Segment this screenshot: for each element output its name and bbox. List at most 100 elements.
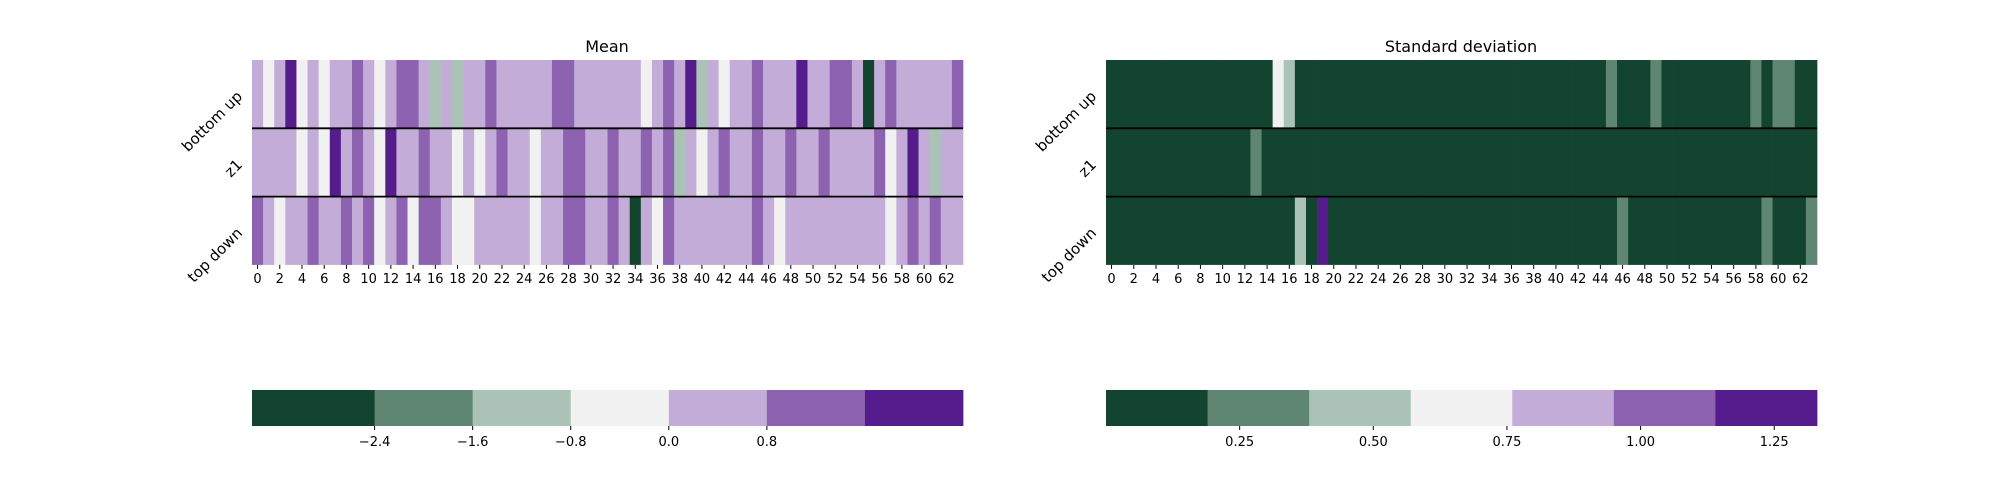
- mean-cell-r2-c24: [518, 196, 531, 265]
- mean-cell-r1-c24: [518, 128, 531, 197]
- std-cell-r2-c29: [1428, 196, 1440, 265]
- mean-cell-r1-c25: [529, 128, 542, 197]
- mean-cell-r2-c1: [263, 196, 275, 265]
- mean-x-tick-label-27: 54: [849, 272, 866, 287]
- std-cell-r1-c55: [1717, 128, 1729, 197]
- std-cell-r2-c63: [1805, 196, 1818, 265]
- std-cell-r0-c17: [1294, 60, 1307, 129]
- mean-cell-r2-c20: [474, 196, 486, 265]
- mean-cell-r0-c38: [674, 60, 686, 129]
- mean-cell-r2-c47: [774, 196, 786, 265]
- std-cell-r2-c15: [1272, 196, 1285, 265]
- mean-cell-r1-c10: [363, 128, 375, 197]
- mean-cell-r0-c22: [496, 60, 508, 129]
- mean-cell-r1-c61: [929, 128, 942, 197]
- mean-cell-r0-c26: [540, 60, 553, 129]
- std-cell-r2-c5: [1161, 196, 1174, 265]
- mean-cell-r0-c31: [596, 60, 608, 129]
- std-colorbar-segment-5: [1613, 390, 1716, 426]
- mean-cell-r0-c13: [396, 60, 408, 129]
- std-cell-r0-c8: [1194, 60, 1207, 129]
- mean-cell-r1-c46: [763, 128, 775, 197]
- std-cell-r2-c39: [1539, 196, 1551, 265]
- std-cell-r0-c1: [1117, 60, 1129, 129]
- std-cell-r0-c56: [1728, 60, 1740, 129]
- mean-cell-r1-c34: [629, 128, 642, 197]
- std-x-tick-label-18: 36: [1503, 272, 1520, 287]
- std-cell-r0-c9: [1205, 60, 1218, 129]
- std-cell-r2-c27: [1405, 196, 1418, 265]
- std-cell-r1-c18: [1305, 128, 1318, 197]
- std-cell-r0-c51: [1672, 60, 1685, 129]
- mean-cell-r1-c9: [351, 128, 364, 197]
- mean-cell-r0-c37: [663, 60, 675, 129]
- std-x-tick-label-21: 42: [1570, 272, 1587, 287]
- mean-cell-r0-c44: [740, 60, 753, 129]
- std-cell-r1-c10: [1217, 128, 1229, 197]
- std-cell-r2-c7: [1183, 196, 1196, 265]
- std-cell-r1-c16: [1283, 128, 1296, 197]
- mean-cell-r2-c55: [863, 196, 875, 265]
- mean-colorbar-segment-0: [252, 390, 375, 426]
- std-cell-r2-c9: [1205, 196, 1218, 265]
- mean-cell-r0-c54: [851, 60, 864, 129]
- std-colorbar-segment-4: [1512, 390, 1615, 426]
- std-x-tick-label-3: 6: [1174, 272, 1182, 287]
- mean-cell-r1-c51: [818, 128, 831, 197]
- std-cell-r2-c46: [1617, 196, 1629, 265]
- std-cell-r1-c46: [1617, 128, 1629, 197]
- mean-cell-r2-c11: [374, 196, 386, 265]
- std-cell-r2-c22: [1350, 196, 1362, 265]
- std-cell-r1-c50: [1661, 128, 1673, 197]
- mean-x-tick-label-19: 38: [671, 272, 688, 287]
- mean-colorbar-segment-1: [374, 390, 474, 426]
- mean-cell-r1-c21: [485, 128, 497, 197]
- std-cell-r1-c23: [1361, 128, 1373, 197]
- std-cell-r1-c63: [1805, 128, 1818, 197]
- mean-cell-r0-c61: [929, 60, 942, 129]
- mean-cell-r0-c2: [274, 60, 286, 129]
- std-cell-r2-c8: [1194, 196, 1207, 265]
- mean-cell-r2-c5: [307, 196, 320, 265]
- std-cell-r2-c57: [1739, 196, 1751, 265]
- std-cell-r1-c8: [1194, 128, 1207, 197]
- std-x-tick-label-29: 58: [1748, 272, 1765, 287]
- mean-cell-r1-c40: [696, 128, 708, 197]
- mean-cell-r2-c51: [818, 196, 831, 265]
- mean-cell-r1-c47: [774, 128, 786, 197]
- mean-x-tick-label-4: 8: [342, 272, 350, 287]
- std-cell-r1-c37: [1517, 128, 1529, 197]
- std-colorbar-segment-1: [1207, 390, 1310, 426]
- mean-x-tick-label-2: 4: [298, 272, 306, 287]
- mean-x-tick-label-24: 48: [783, 272, 800, 287]
- std-cell-r1-c2: [1128, 128, 1140, 197]
- std-cell-r2-c42: [1572, 196, 1585, 265]
- std-cell-r0-c4: [1150, 60, 1162, 129]
- std-cell-r0-c39: [1539, 60, 1551, 129]
- mean-cell-r0-c42: [718, 60, 731, 129]
- std-cell-r0-c5: [1161, 60, 1174, 129]
- mean-cell-r1-c35: [640, 128, 653, 197]
- std-cell-r2-c51: [1672, 196, 1685, 265]
- std-x-tick-label-27: 54: [1703, 272, 1720, 287]
- mean-cell-r0-c5: [307, 60, 320, 129]
- mean-x-tick-label-23: 46: [760, 272, 777, 287]
- mean-cell-r2-c58: [896, 196, 908, 265]
- std-cell-r0-c30: [1439, 60, 1451, 129]
- mean-cell-r0-c1: [263, 60, 275, 129]
- std-cell-r0-c22: [1350, 60, 1362, 129]
- std-cell-r2-c2: [1128, 196, 1140, 265]
- mean-cell-r2-c21: [485, 196, 497, 265]
- std-cell-r0-c15: [1272, 60, 1285, 129]
- mean-cell-r0-c47: [774, 60, 786, 129]
- std-cell-r1-c30: [1439, 128, 1451, 197]
- std-cell-r0-c21: [1339, 60, 1351, 129]
- std-cell-r1-c53: [1694, 128, 1707, 197]
- std-cell-r0-c50: [1661, 60, 1673, 129]
- std-cell-r2-c26: [1394, 196, 1407, 265]
- std-row-label-1: z1: [1075, 156, 1100, 181]
- std-cell-r1-c31: [1450, 128, 1462, 197]
- mean-cell-r1-c18: [451, 128, 464, 197]
- std-cell-r2-c41: [1561, 196, 1573, 265]
- mean-cell-r2-c49: [796, 196, 808, 265]
